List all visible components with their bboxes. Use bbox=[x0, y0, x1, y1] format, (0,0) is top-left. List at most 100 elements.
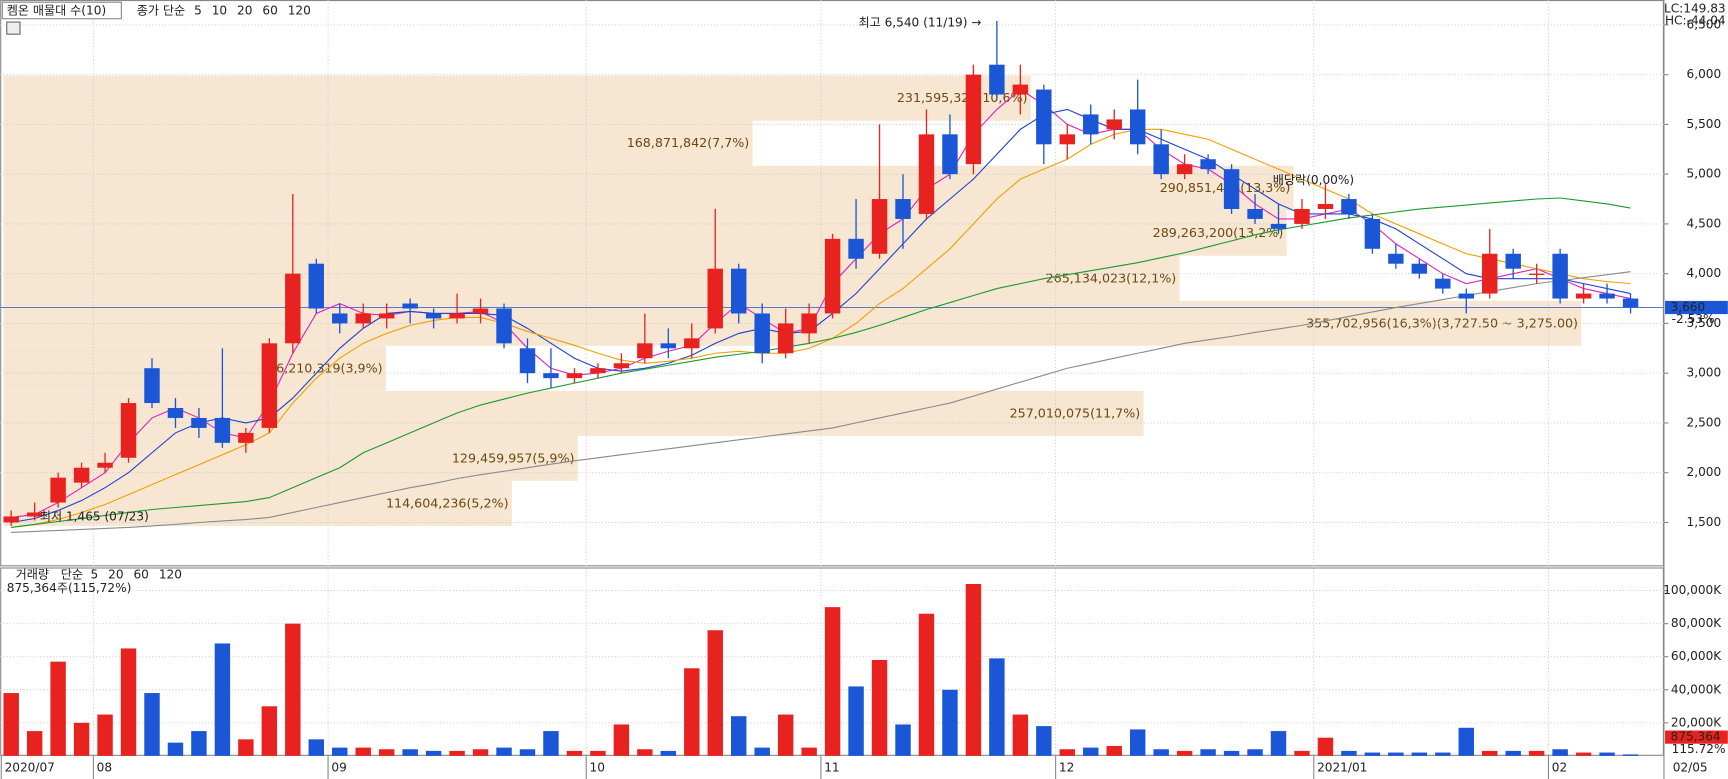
x-tick-label: 02 bbox=[1552, 760, 1567, 774]
volume-bar bbox=[1341, 750, 1357, 756]
x-tick-label: 08 bbox=[97, 760, 112, 774]
candle-body bbox=[1200, 159, 1216, 170]
volume-bar bbox=[97, 714, 113, 756]
volume-legend-entry: 20 bbox=[108, 568, 123, 582]
candle-body bbox=[50, 477, 66, 503]
profile-bar bbox=[3, 435, 578, 481]
profile-bar bbox=[3, 390, 1144, 436]
profile-value: 355,702,956(16,3%) bbox=[1306, 315, 1437, 330]
candle-body bbox=[1528, 273, 1545, 275]
volume-bar bbox=[472, 749, 489, 756]
candle-body bbox=[1505, 253, 1521, 269]
volume-bar bbox=[1552, 749, 1568, 756]
candle-body bbox=[707, 268, 723, 329]
candle-body bbox=[754, 313, 770, 354]
volume-bar bbox=[238, 739, 254, 756]
candle-body bbox=[1106, 119, 1122, 130]
y-tick-label: 40,000K bbox=[1671, 682, 1722, 696]
ma-line bbox=[11, 271, 1631, 533]
candle-body bbox=[801, 313, 817, 334]
profile-label: 168,871,842(7,7%) bbox=[627, 135, 750, 150]
candle-body bbox=[355, 313, 371, 324]
profile-label: 86,210,319(3,9%) bbox=[268, 360, 383, 375]
candle-body bbox=[1482, 253, 1498, 294]
candle-body bbox=[566, 373, 583, 379]
candle-body bbox=[1341, 199, 1357, 214]
lc-label: LC:149.83 bbox=[1664, 1, 1726, 15]
dividend-annotation: 배당락(0,00%) bbox=[1273, 173, 1354, 187]
candle-body bbox=[1247, 208, 1263, 219]
legend-entry: 10 bbox=[212, 4, 227, 18]
volume-bar bbox=[1270, 731, 1287, 756]
candle-body bbox=[1575, 293, 1592, 299]
profile-label: 114,604,236(5,2%) bbox=[386, 495, 509, 510]
y-tick-label: 80,000K bbox=[1671, 616, 1722, 630]
candle-body bbox=[1270, 223, 1287, 229]
volume-bar bbox=[1622, 754, 1639, 756]
y-tick-label: 4,500 bbox=[1687, 216, 1722, 230]
candle-body bbox=[144, 368, 160, 404]
x-tick-label: 2021/01 bbox=[1317, 760, 1367, 774]
profile-range: (3,727.50 ~ 3,275.00) bbox=[1437, 315, 1578, 330]
x-tick-label: 2020/07 bbox=[5, 760, 55, 774]
volume-bar bbox=[754, 747, 770, 756]
volume-bar bbox=[191, 731, 207, 756]
title-box bbox=[1, 1, 122, 20]
x-tick-label: 10 bbox=[590, 760, 605, 774]
volume-bar bbox=[613, 724, 630, 756]
y-tick-label: 6,500 bbox=[1687, 17, 1722, 31]
candle-body bbox=[1176, 164, 1193, 175]
profile-value: 168,871,842(7,7%) bbox=[627, 135, 750, 150]
candle-body bbox=[590, 368, 606, 374]
volume-bar bbox=[731, 716, 747, 756]
profile-value: 257,010,075(11,7%) bbox=[1010, 405, 1141, 420]
y-tick-label: 20,000K bbox=[1671, 715, 1722, 729]
volume-bar bbox=[73, 722, 90, 756]
profile-value: 289,263,200(13,2%) bbox=[1153, 225, 1284, 240]
volume-bar bbox=[496, 747, 512, 756]
candle-body bbox=[285, 273, 301, 344]
volume-bar bbox=[519, 749, 536, 756]
candle-body bbox=[1083, 114, 1099, 135]
volume-bar bbox=[1599, 752, 1615, 756]
x-tick-label: 11 bbox=[824, 760, 839, 774]
volume-bar bbox=[1176, 750, 1193, 756]
candle-body bbox=[1622, 298, 1639, 308]
volume-bar bbox=[1129, 729, 1146, 756]
candle-body bbox=[965, 74, 982, 165]
profile-label: 257,010,075(11,7%) bbox=[1010, 405, 1141, 420]
volume-bar bbox=[1364, 752, 1381, 756]
candle-body bbox=[167, 408, 184, 418]
volume-bar bbox=[1247, 749, 1263, 756]
chart-title: 켐온 매물대 수(10) bbox=[7, 4, 106, 18]
volume-current-box bbox=[1665, 730, 1728, 744]
volume-bar bbox=[848, 686, 864, 756]
y-tick-label: 2,000 bbox=[1687, 465, 1722, 479]
y-tick-label: 3,500 bbox=[1687, 316, 1722, 330]
candle-body bbox=[1223, 169, 1240, 209]
y-tick-label: 3,000 bbox=[1687, 366, 1722, 380]
volume-bar bbox=[308, 739, 324, 756]
volume-bar bbox=[1528, 750, 1545, 756]
volume-ratio-label: 115.72% bbox=[1672, 742, 1726, 756]
profile-label: 265,134,023(12,1%) bbox=[1046, 270, 1177, 285]
candle-body bbox=[895, 199, 911, 219]
profile-value: 86,210,319(3,9%) bbox=[268, 360, 383, 375]
candle-body bbox=[73, 467, 90, 483]
volume-bar bbox=[660, 750, 677, 756]
candle-body bbox=[449, 313, 465, 319]
volume-bar bbox=[3, 693, 19, 756]
profile-label: 231,595,326(10,6%) bbox=[897, 90, 1028, 105]
volume-bar bbox=[449, 750, 465, 756]
candle-body bbox=[871, 199, 888, 254]
candle-body bbox=[637, 343, 653, 359]
volume-bar bbox=[1106, 745, 1122, 756]
volume-legend-entry: 60 bbox=[133, 568, 148, 582]
candle-body bbox=[120, 403, 137, 458]
y-tick-label: 5,000 bbox=[1687, 167, 1722, 181]
candle-body bbox=[332, 313, 348, 324]
volume-bar bbox=[824, 607, 841, 756]
candle-body bbox=[1388, 253, 1404, 264]
volume-bar bbox=[1411, 752, 1428, 756]
